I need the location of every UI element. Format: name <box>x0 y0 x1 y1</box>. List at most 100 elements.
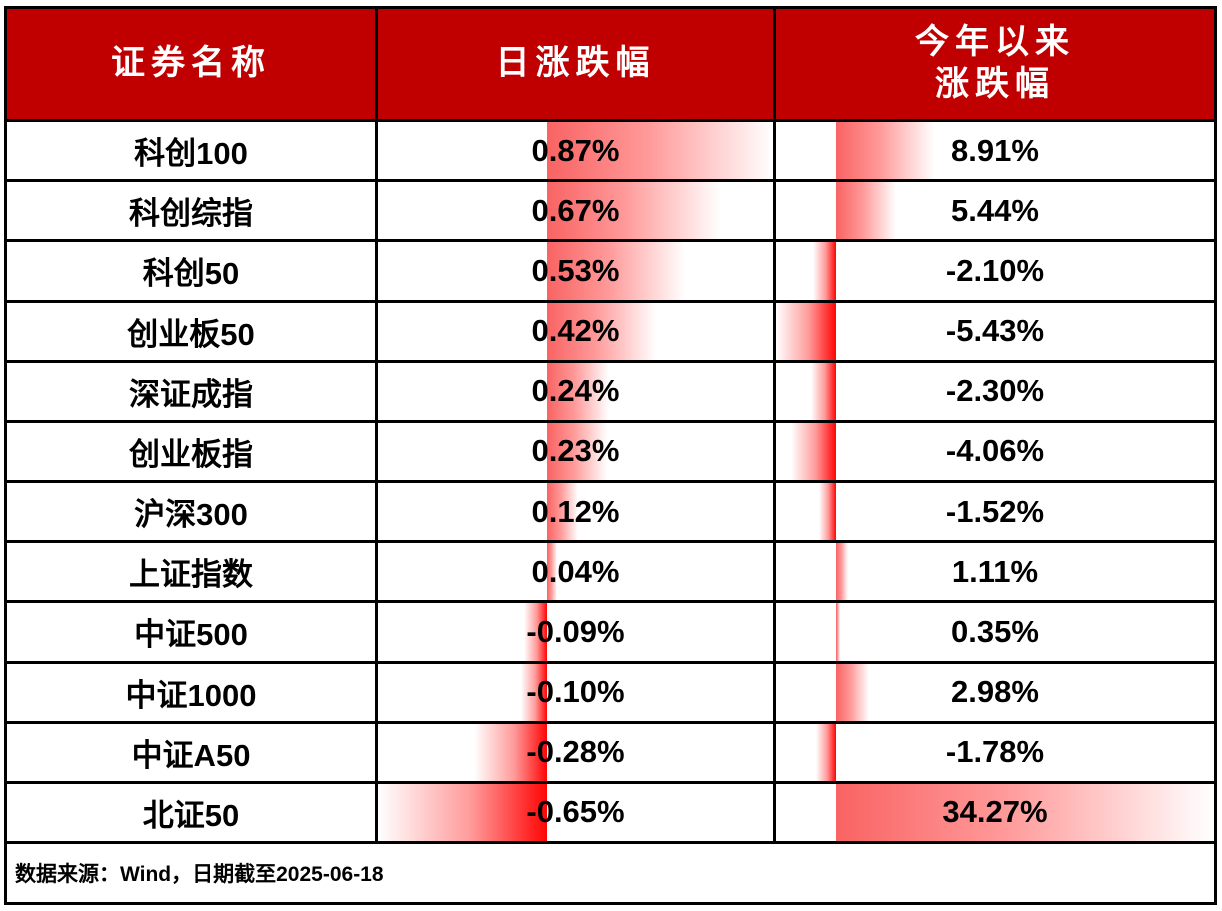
daily-change-bar <box>546 302 657 360</box>
daily-change-value: 0.24% <box>531 373 620 409</box>
daily-change-value: 0.67% <box>531 192 620 228</box>
daily-change-value: -0.09% <box>526 613 625 649</box>
table-row: 上证指数 0.04% 1.11% <box>7 540 1214 601</box>
table-row: 科创100 0.87% 8.91% <box>7 119 1214 180</box>
table-header-row: 证券名称 日涨跌幅 今年以来 涨跌幅 <box>7 9 1214 119</box>
ytd-change-bar <box>835 783 1214 842</box>
table-row: 中证1000 -0.10% 2.98% <box>7 660 1214 721</box>
security-name-cell: 北证50 <box>7 783 378 842</box>
daily-change-bar <box>520 663 547 721</box>
ytd-change-value: -5.43% <box>945 313 1045 349</box>
ytd-change-cell: 0.35% <box>776 603 1214 661</box>
ytd-change-value: -1.52% <box>945 493 1045 529</box>
header-security-name: 证券名称 <box>7 9 378 119</box>
daily-change-value: 0.12% <box>531 493 620 529</box>
table-row: 科创50 0.53% -2.10% <box>7 239 1214 300</box>
security-name-cell: 科创综指 <box>7 182 378 240</box>
ytd-change-value: -2.30% <box>945 373 1045 409</box>
table-row: 中证500 -0.09% 0.35% <box>7 600 1214 661</box>
security-name-cell: 科创100 <box>7 122 378 180</box>
ytd-change-value: 8.91% <box>951 132 1039 168</box>
data-source-note: 数据来源：Wind，日期截至2025-06-18 <box>7 841 1214 902</box>
daily-change-cell: 0.23% <box>378 422 776 481</box>
daily-change-cell: 0.24% <box>378 362 776 420</box>
ytd-change-cell: 2.98% <box>776 663 1214 721</box>
daily-change-bar <box>546 422 607 481</box>
security-name-cell: 中证A50 <box>7 723 378 781</box>
daily-change-bar <box>546 362 610 420</box>
daily-change-bar <box>546 242 685 300</box>
ytd-change-bar <box>835 182 896 240</box>
daily-change-cell: 0.04% <box>378 543 776 601</box>
daily-change-value: 0.87% <box>531 132 620 168</box>
ytd-change-cell: -1.78% <box>776 723 1214 781</box>
data-source-note-text: 数据来源：Wind，日期截至2025-06-18 <box>15 863 384 887</box>
security-name-cell: 创业板50 <box>7 302 378 360</box>
security-name-cell: 沪深300 <box>7 483 378 541</box>
ytd-change-cell: -1.52% <box>776 483 1214 541</box>
table-row: 深证成指 0.24% -2.30% <box>7 359 1214 420</box>
ytd-change-value: -1.78% <box>945 734 1045 770</box>
table-row: 中证A50 -0.28% -1.78% <box>7 720 1214 781</box>
daily-change-cell: -0.10% <box>378 663 776 721</box>
ytd-change-value: 0.35% <box>951 613 1039 649</box>
daily-change-value: 0.53% <box>531 252 620 288</box>
ytd-change-value: -4.06% <box>945 433 1045 469</box>
daily-change-cell: -0.65% <box>378 783 776 842</box>
daily-change-bar <box>546 182 722 240</box>
daily-change-cell: 0.67% <box>378 182 776 240</box>
ytd-change-bar <box>819 483 836 541</box>
daily-change-bar <box>523 603 547 661</box>
ytd-change-cell: 34.27% <box>776 783 1214 842</box>
daily-change-value: 0.23% <box>531 433 620 469</box>
ytd-change-cell: -2.30% <box>776 362 1214 420</box>
ytd-change-cell: -5.43% <box>776 302 1214 360</box>
ytd-change-cell: 8.91% <box>776 122 1214 180</box>
ytd-change-value: 34.27% <box>942 794 1048 830</box>
security-name-cell: 中证1000 <box>7 663 378 721</box>
daily-change-value: -0.65% <box>526 794 625 830</box>
security-name-cell: 深证成指 <box>7 362 378 420</box>
daily-change-cell: -0.28% <box>378 723 776 781</box>
security-name-cell: 上证指数 <box>7 543 378 601</box>
ytd-change-bar <box>812 242 836 300</box>
table-row: 北证50 -0.65% 34.27% <box>7 780 1214 842</box>
ytd-change-bar <box>835 603 840 661</box>
table-row: 沪深300 0.12% -1.52% <box>7 480 1214 541</box>
daily-change-cell: 0.53% <box>378 242 776 300</box>
security-name-cell: 创业板指 <box>7 422 378 481</box>
ytd-change-cell: 5.44% <box>776 182 1214 240</box>
header-daily-change-label: 日涨跌幅 <box>495 44 656 82</box>
header-ytd-change-label-line1: 今年以来 <box>915 23 1075 61</box>
index-performance-table: 证券名称 日涨跌幅 今年以来 涨跌幅 科创100 0.87% 8.91% 科创综… <box>4 6 1217 905</box>
ytd-change-bar <box>791 422 836 481</box>
security-name-cell: 中证500 <box>7 603 378 661</box>
ytd-change-bar <box>835 122 935 180</box>
ytd-change-value: 5.44% <box>951 192 1039 228</box>
ytd-change-bar <box>835 663 869 721</box>
daily-change-bar <box>546 543 558 601</box>
header-daily-change: 日涨跌幅 <box>378 9 776 119</box>
daily-change-bar <box>546 122 773 180</box>
table-row: 创业板指 0.23% -4.06% <box>7 419 1214 481</box>
daily-change-value: -0.10% <box>526 674 625 710</box>
ytd-change-bar <box>776 302 836 360</box>
daily-change-value: -0.28% <box>526 734 625 770</box>
daily-change-bar <box>378 783 547 842</box>
daily-change-cell: -0.09% <box>378 603 776 661</box>
daily-change-value: 0.04% <box>531 553 620 589</box>
daily-change-value: 0.42% <box>531 313 620 349</box>
ytd-change-value: 2.98% <box>951 674 1039 710</box>
daily-change-cell: 0.42% <box>378 302 776 360</box>
daily-change-bar <box>546 483 579 541</box>
table-row: 创业板50 0.42% -5.43% <box>7 299 1214 360</box>
security-name-cell: 科创50 <box>7 242 378 300</box>
ytd-change-cell: -4.06% <box>776 422 1214 481</box>
ytd-change-value: 1.11% <box>951 553 1039 589</box>
ytd-change-value: -2.10% <box>945 252 1045 288</box>
daily-change-cell: 0.12% <box>378 483 776 541</box>
daily-change-bar <box>474 723 547 781</box>
ytd-change-bar <box>816 723 836 781</box>
header-ytd-change: 今年以来 涨跌幅 <box>776 9 1214 119</box>
